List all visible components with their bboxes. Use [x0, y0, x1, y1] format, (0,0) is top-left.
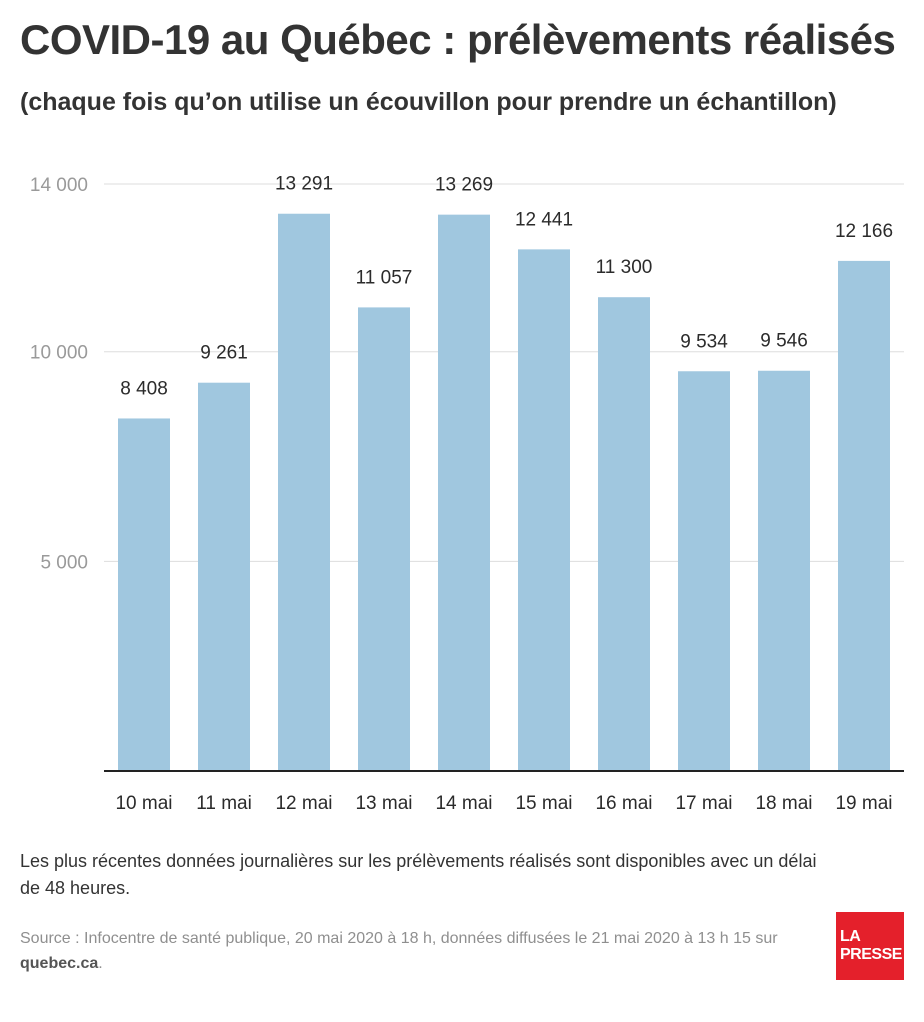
bar: [198, 382, 250, 771]
source-suffix: .: [98, 955, 103, 972]
source-note: Source : Infocentre de santé publique, 2…: [20, 926, 810, 976]
x-tick-label: 10 mai: [115, 793, 172, 814]
bar-value-label: 12 166: [835, 221, 893, 242]
bar-value-label: 11 057: [356, 267, 413, 288]
bar: [758, 370, 810, 771]
x-tick-label: 17 mai: [675, 793, 732, 814]
x-tick-label: 11 mai: [196, 793, 252, 814]
bar-value-label: 12 441: [515, 209, 573, 230]
x-tick-label: 14 mai: [435, 793, 492, 814]
y-tick-label: 10 000: [30, 343, 88, 364]
value-labels: 8 408 9 261 13 291 11 057 13 269 12 441 11 300…: [120, 174, 893, 400]
x-tick-label: 15 mai: [515, 793, 572, 814]
y-tick-label: 14 000: [30, 175, 88, 196]
bar: [358, 307, 410, 771]
bar: [118, 418, 170, 771]
x-tick-label: 18 mai: [755, 793, 812, 814]
bar-value-label: 9 534: [680, 331, 728, 352]
bar: [518, 249, 570, 771]
la-presse-logo: LA PRESSE: [836, 912, 904, 980]
bar-value-label: 13 269: [435, 175, 493, 196]
footnote: Les plus récentes données journalières s…: [20, 851, 817, 898]
x-tick-label: 13 mai: [355, 793, 412, 814]
bar: [678, 371, 730, 771]
x-tick-label: 19 mai: [835, 793, 892, 814]
chart-title: COVID-19 au Québec : prélèvements réalis…: [20, 16, 896, 63]
source-text: Source : Infocentre de santé publique, 2…: [20, 930, 778, 947]
x-tick-label: 16 mai: [595, 793, 652, 814]
logo-line2: PRESSE: [840, 946, 902, 963]
bar: [438, 214, 490, 771]
bar: [838, 260, 890, 771]
bar-value-label: 8 408: [120, 378, 168, 399]
x-axis: 10 mai 11 mai 12 mai 13 mai 14 mai 15 mai 16 m…: [104, 770, 904, 814]
y-tick-label: 5 000: [40, 552, 88, 573]
chart-subtitle: (chaque fois qu’on utilise un écouvillon…: [20, 88, 837, 116]
bar: [278, 213, 330, 771]
bars: [118, 213, 890, 771]
bar-value-label: 11 300: [596, 257, 653, 278]
logo-line1: LA: [840, 928, 861, 945]
x-tick-label: 12 mai: [275, 793, 332, 814]
bar: [598, 297, 650, 771]
source-link[interactable]: quebec.ca: [20, 955, 99, 972]
bar-value-label: 13 291: [275, 174, 333, 195]
bar-value-label: 9 546: [760, 331, 808, 352]
bar-chart: 5 000 10 000 14 000 8 408 9 261 13 291 11 057…: [30, 174, 904, 814]
bar-value-label: 9 261: [200, 343, 248, 364]
